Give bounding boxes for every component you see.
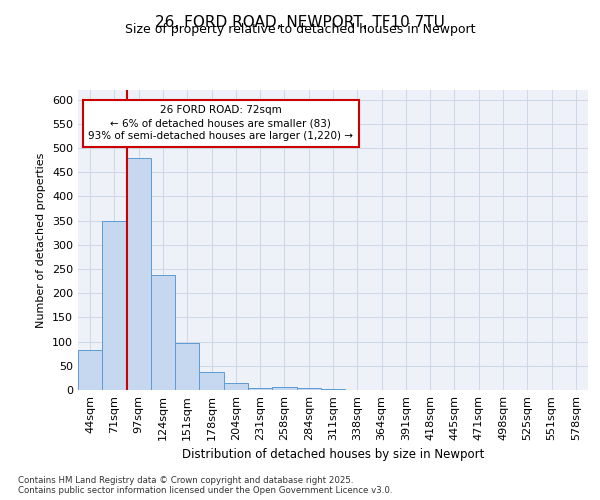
Text: Contains HM Land Registry data © Crown copyright and database right 2025.
Contai: Contains HM Land Registry data © Crown c… bbox=[18, 476, 392, 495]
Bar bbox=[199, 372, 224, 390]
Bar bbox=[296, 388, 321, 390]
Text: 26 FORD ROAD: 72sqm
← 6% of detached houses are smaller (83)
93% of semi-detache: 26 FORD ROAD: 72sqm ← 6% of detached hou… bbox=[88, 105, 353, 142]
Bar bbox=[321, 389, 345, 390]
Y-axis label: Number of detached properties: Number of detached properties bbox=[37, 152, 46, 328]
Bar bbox=[248, 388, 272, 390]
Bar bbox=[151, 276, 175, 390]
Bar bbox=[272, 386, 296, 390]
Text: Size of property relative to detached houses in Newport: Size of property relative to detached ho… bbox=[125, 22, 475, 36]
X-axis label: Distribution of detached houses by size in Newport: Distribution of detached houses by size … bbox=[182, 448, 484, 462]
Bar bbox=[102, 220, 127, 390]
Bar bbox=[175, 343, 199, 390]
Text: 26, FORD ROAD, NEWPORT, TF10 7TU: 26, FORD ROAD, NEWPORT, TF10 7TU bbox=[155, 15, 445, 30]
Bar bbox=[127, 158, 151, 390]
Bar bbox=[224, 382, 248, 390]
Bar bbox=[78, 350, 102, 390]
